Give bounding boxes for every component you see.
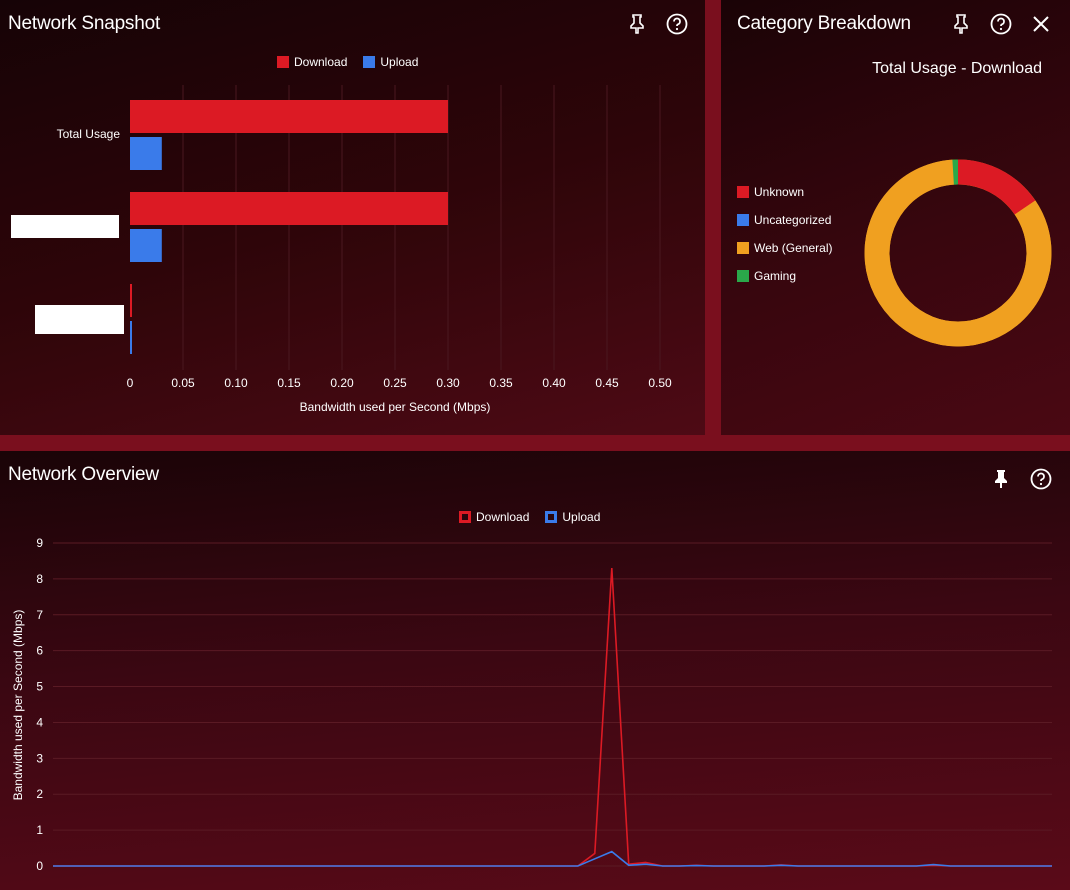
y-tick-label: 9 bbox=[36, 536, 43, 550]
y-tick-label: 1 bbox=[36, 823, 43, 837]
legend-item-upload[interactable]: Upload bbox=[545, 510, 600, 524]
x-tick-label: 0.30 bbox=[436, 376, 460, 390]
y-tick-label: 4 bbox=[36, 715, 43, 729]
x-tick-label: 0.05 bbox=[171, 376, 195, 390]
legend-label: Web (General) bbox=[754, 241, 833, 255]
x-axis-label: Bandwidth used per Second (Mbps) bbox=[300, 400, 491, 414]
panel-title: Network Snapshot bbox=[8, 13, 161, 34]
overview-line-chart: 0 1 2 3 4 5 6 7 8 9 Bandwidth used per Second (Mb… bbox=[11, 536, 1052, 873]
x-tick-label: 0.25 bbox=[383, 376, 407, 390]
bar-download bbox=[130, 192, 448, 225]
legend-item-unknown[interactable]: Unknown bbox=[737, 185, 832, 199]
snapshot-bar-chart: 0 0.05 0.10 0.15 0.20 0.25 0.30 0.35 0.40 0.45 0.5… bbox=[57, 85, 672, 414]
y-tick-label: 7 bbox=[36, 608, 43, 622]
donut-chart bbox=[864, 159, 1052, 347]
x-tick-label: 0.15 bbox=[277, 376, 301, 390]
snapshot-legend: Download Upload bbox=[277, 55, 418, 69]
help-icon[interactable] bbox=[989, 12, 1013, 36]
legend-item-web-general[interactable]: Web (General) bbox=[737, 241, 832, 255]
category-breakdown-panel: Category Breakdown Total Usage - Downloa… bbox=[721, 0, 1070, 435]
redacted-label bbox=[35, 305, 124, 334]
legend-label: Unknown bbox=[754, 185, 805, 199]
bar-upload bbox=[130, 321, 132, 354]
x-tick-label: 0.40 bbox=[542, 376, 566, 390]
chart-subtitle: Total Usage - Download bbox=[872, 60, 1042, 77]
upload-swatch bbox=[363, 56, 376, 68]
legend-item-download[interactable]: Download bbox=[277, 55, 347, 69]
uncategorized-swatch bbox=[737, 214, 749, 226]
bar-download bbox=[130, 100, 448, 133]
download-swatch bbox=[277, 56, 289, 68]
legend-label: Upload bbox=[562, 510, 601, 524]
y-tick-label: 6 bbox=[36, 644, 43, 658]
y-tick-label: 3 bbox=[36, 751, 43, 765]
bar-download bbox=[130, 284, 132, 317]
legend-label: Gaming bbox=[754, 269, 797, 283]
x-tick-label: 0.45 bbox=[595, 376, 619, 390]
y-tick-label: 8 bbox=[36, 572, 43, 586]
bar-upload bbox=[130, 229, 162, 262]
y-tick-label: 0 bbox=[36, 859, 43, 873]
x-tick-label: 0.35 bbox=[489, 376, 513, 390]
y-tick-label: 2 bbox=[36, 787, 43, 801]
legend-item-gaming[interactable]: Gaming bbox=[737, 269, 832, 283]
help-icon[interactable] bbox=[1029, 467, 1053, 491]
upload-swatch bbox=[545, 511, 558, 523]
legend-label: Uncategorized bbox=[754, 213, 832, 227]
legend-item-upload[interactable]: Upload bbox=[363, 55, 418, 69]
bar-upload bbox=[130, 137, 162, 170]
network-overview-panel: Network Overview Download Upload 0 1 2 3 4 5 6… bbox=[0, 451, 1070, 890]
legend-label: Download bbox=[476, 510, 530, 524]
pin-icon[interactable] bbox=[989, 467, 1013, 491]
web-general-swatch bbox=[737, 242, 749, 254]
legend-item-uncategorized[interactable]: Uncategorized bbox=[737, 213, 832, 227]
x-tick-label: 0.20 bbox=[330, 376, 354, 390]
pin-icon[interactable] bbox=[949, 12, 973, 36]
donut-legend: Unknown Uncategorized Web (General) Gami… bbox=[737, 185, 832, 297]
pin-icon[interactable] bbox=[625, 12, 649, 36]
gaming-swatch bbox=[737, 270, 749, 282]
slice-web-general bbox=[864, 159, 1052, 347]
legend-label: Download bbox=[294, 55, 348, 69]
overview-legend: Download Upload bbox=[459, 510, 600, 524]
x-tick-label: 0.50 bbox=[648, 376, 672, 390]
help-icon[interactable] bbox=[665, 12, 689, 36]
y-tick-label: 5 bbox=[36, 680, 43, 694]
close-icon[interactable] bbox=[1029, 12, 1053, 36]
slice-gaming bbox=[864, 159, 1052, 347]
unknown-swatch bbox=[737, 186, 749, 198]
line-download bbox=[53, 568, 1052, 867]
x-tick-label: 0.10 bbox=[224, 376, 248, 390]
download-swatch bbox=[459, 511, 471, 523]
y-axis-label: Bandwidth used per Second (Mbps) bbox=[11, 610, 25, 801]
network-snapshot-panel: Network Snapshot Download Upload 0 0.05 0.… bbox=[0, 0, 705, 435]
x-tick-label: 0 bbox=[127, 376, 134, 390]
panel-title: Category Breakdown bbox=[737, 13, 911, 34]
legend-item-download[interactable]: Download bbox=[459, 510, 529, 524]
panel-title: Network Overview bbox=[8, 464, 159, 485]
line-upload bbox=[53, 850, 1052, 867]
category-label-total-usage: Total Usage bbox=[57, 127, 121, 141]
redacted-label bbox=[11, 215, 119, 238]
legend-label: Upload bbox=[380, 55, 419, 69]
